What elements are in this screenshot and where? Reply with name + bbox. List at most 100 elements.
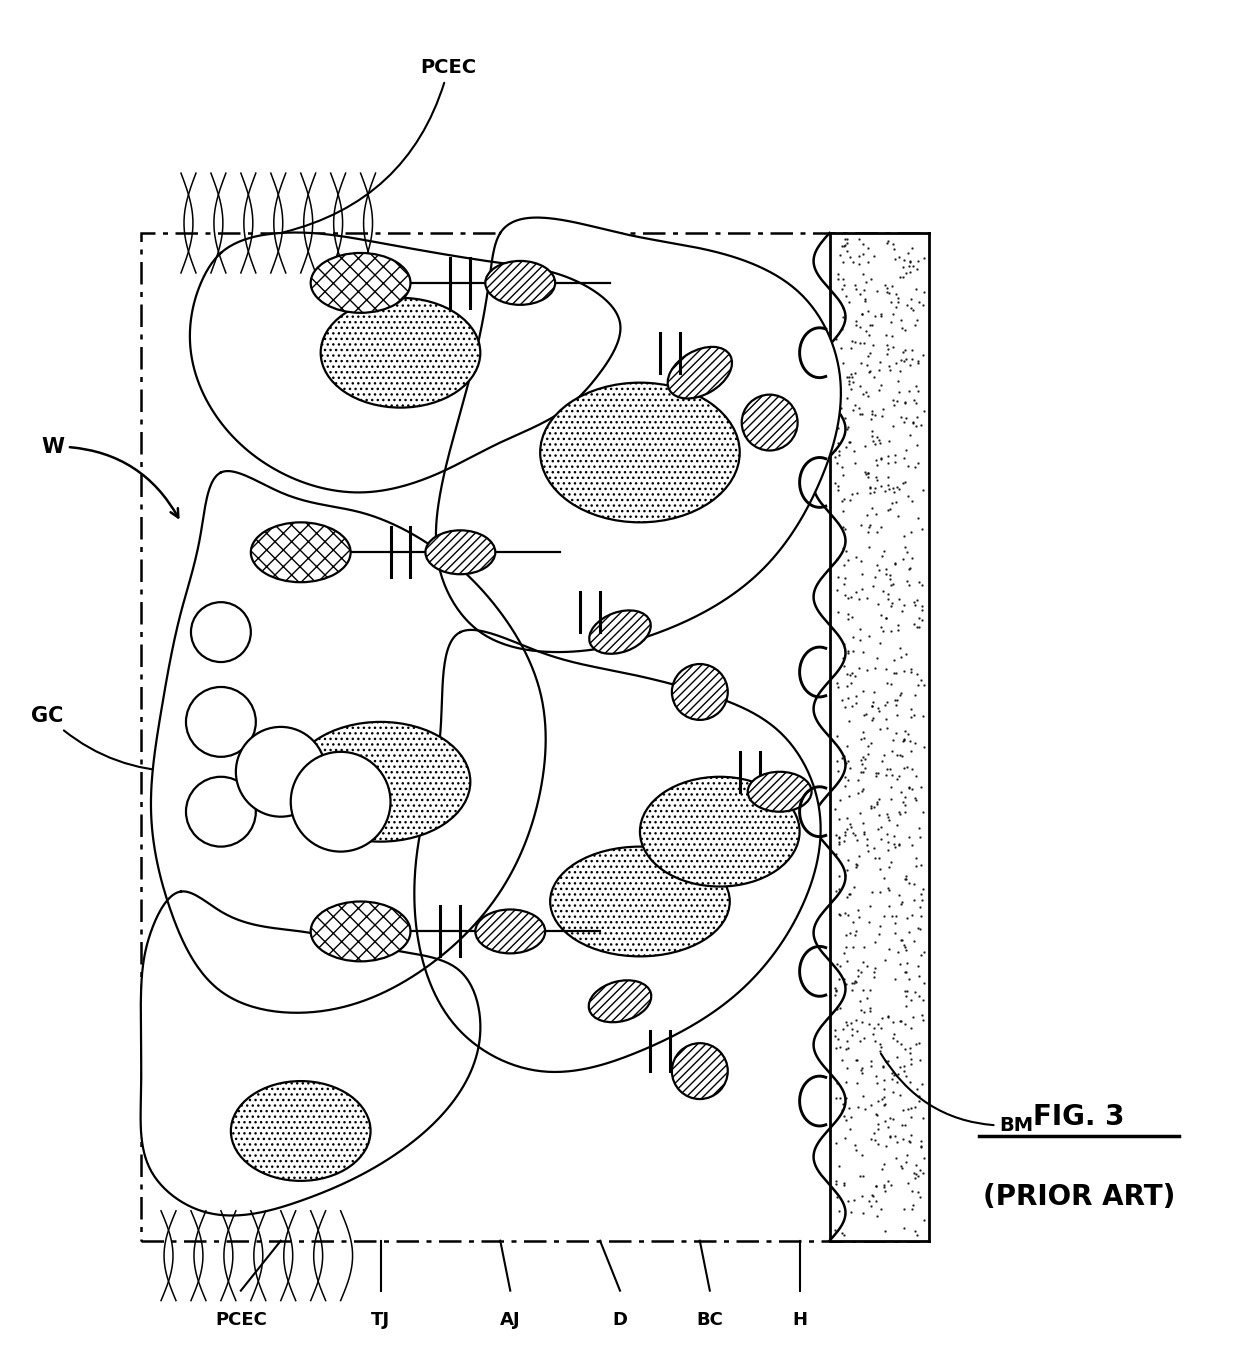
Point [913,1005,932,1026]
Point [848,1097,868,1118]
Point [872,448,892,470]
Point [877,764,897,785]
Point [861,1128,880,1150]
Point [846,857,866,879]
Point [830,968,849,990]
Point [848,899,868,921]
Point [852,961,872,983]
Point [893,256,913,278]
Ellipse shape [541,383,740,523]
Point [901,661,921,682]
Point [837,1109,857,1131]
Point [839,757,859,779]
Point [872,546,892,567]
Point [827,452,847,474]
Point [826,798,846,819]
Point [870,1040,890,1062]
Ellipse shape [589,611,651,654]
Point [882,620,901,642]
Point [885,695,905,716]
Point [856,320,875,341]
Bar [830,233,929,1240]
Point [906,1224,926,1246]
Point [880,498,900,520]
Point [900,1053,920,1075]
Point [897,1064,916,1086]
Point [841,672,861,693]
Point [910,918,930,940]
Point [880,1106,900,1128]
Point [864,433,884,455]
Point [878,452,898,474]
Point [828,432,848,454]
Point [910,896,930,918]
Point [901,834,921,856]
Point [900,1071,920,1093]
Point [898,1173,918,1194]
Point [905,854,925,876]
Point [882,1068,901,1090]
Point [862,401,882,422]
Point [852,1185,872,1206]
Point [835,408,854,429]
Point [859,1013,879,1034]
Point [847,1049,867,1071]
Point [866,957,885,979]
Point [841,816,861,838]
Point [883,414,903,436]
Point [899,921,919,942]
Point [864,1122,884,1144]
Polygon shape [190,233,620,493]
Point [879,839,899,861]
Point [832,456,852,478]
Point [844,923,864,945]
Point [900,252,920,274]
Point [853,761,873,783]
Point [864,1018,884,1040]
Point [846,823,866,845]
Point [856,435,875,456]
Point [893,791,913,812]
Point [911,854,931,876]
Point [903,410,923,432]
Point [833,573,853,594]
Point [857,829,877,850]
Circle shape [191,603,250,662]
Point [900,424,920,445]
Point [910,883,930,904]
Point [877,803,897,825]
Point [866,477,885,498]
Point [861,477,880,498]
Point [889,765,909,787]
Point [892,1033,911,1055]
Point [847,971,867,992]
Point [830,366,849,387]
Point [909,571,929,593]
Point [843,371,863,393]
Point [843,627,863,649]
Point [895,320,915,341]
Point [862,795,882,816]
Point [897,756,916,777]
Point [857,987,877,1009]
Point [879,431,899,452]
Point [897,408,916,429]
Point [864,961,884,983]
Point [911,945,931,967]
Point [852,1062,872,1083]
Point [890,803,910,825]
Point [856,747,875,769]
Point [867,427,887,448]
Point [878,467,898,489]
Point [833,516,853,538]
Point [837,367,857,389]
Point [889,833,909,854]
Point [882,574,901,596]
Point [832,1099,852,1121]
Point [857,380,877,402]
Point [894,659,914,681]
Point [833,647,853,669]
Circle shape [236,727,326,816]
Point [880,1125,900,1147]
Point [836,540,856,562]
